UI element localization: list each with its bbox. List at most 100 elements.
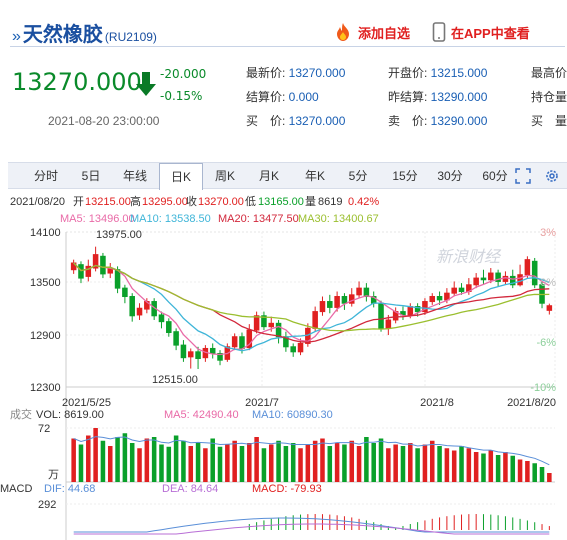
vol-bar	[225, 444, 230, 482]
tab-0[interactable]: 分时	[33, 169, 58, 183]
candle-body	[385, 319, 392, 329]
vol-bar	[539, 467, 545, 482]
vol-bar	[86, 435, 91, 482]
candle-body	[275, 322, 282, 338]
vol-bar	[115, 437, 120, 482]
candle-body	[253, 315, 260, 331]
add-favorite-button[interactable]: 添加自选	[333, 22, 410, 42]
quote-field-label: 买 价:	[246, 114, 286, 128]
last-price: 13270.000	[12, 68, 142, 96]
y-tick-label: 12900	[30, 330, 61, 342]
vol-bar	[232, 440, 237, 482]
candle-body	[85, 265, 92, 277]
vol-bar	[144, 438, 150, 482]
vol-bar	[525, 461, 530, 482]
candle-body	[334, 296, 340, 308]
vol-bar	[129, 443, 135, 482]
candle-body	[327, 301, 333, 308]
candle-body	[136, 307, 143, 316]
pct-tick: -6%	[536, 337, 556, 349]
pct-tick: -10%	[530, 382, 556, 394]
vol-bar	[473, 452, 479, 482]
vol-legend-item: MA5: 42490.40	[164, 409, 239, 421]
candle-body	[363, 287, 370, 298]
macd-legend-item: DEA: 84.64	[162, 483, 218, 495]
macd-legend-item: MACD: -79.93	[252, 483, 322, 495]
vol-bar	[503, 452, 508, 482]
ma-lines	[73, 262, 550, 356]
quote-field: 持仓量	[531, 88, 567, 105]
quote-field: 结算价: 0.000	[246, 88, 319, 105]
vol-bar	[93, 428, 98, 482]
candle-body	[312, 311, 318, 329]
vol-legend-item: VOL: 8619.00	[36, 409, 104, 421]
vol-bar	[137, 448, 142, 482]
candle-body	[495, 272, 501, 282]
vol-bar	[268, 444, 274, 482]
vol-bar	[217, 446, 223, 482]
add-favorite-label: 添加自选	[358, 25, 411, 41]
kline-chart[interactable]: 2021/08/20 开 13215.00 高 13295.00收 13270.00 低 13…	[0, 192, 567, 540]
vol-bar	[151, 437, 157, 482]
quote-field-label: 昨结算:	[388, 90, 428, 104]
vol-bar	[444, 448, 450, 482]
candle-body	[209, 347, 216, 354]
tab-6[interactable]: 年K	[304, 169, 325, 183]
quote-field-label: 最高价	[531, 66, 567, 80]
candle-body	[261, 315, 267, 328]
vol-bar	[239, 446, 245, 482]
macd-panel: MACD DIF: 44.68 DEA: 84.64 MACD: -79.93 292	[0, 483, 555, 535]
header: » 天然橡胶 (RU2109) 添加自选 在APP中查看	[0, 0, 567, 50]
quote-field-label: 持仓量	[531, 90, 567, 104]
candle-body	[158, 314, 165, 323]
macd-axis-label: 292	[38, 499, 56, 511]
candle-body	[166, 321, 172, 334]
vol-bar	[422, 444, 428, 482]
candle-body	[509, 275, 516, 286]
macd-legend-item: MACD	[0, 483, 32, 495]
view-in-app-button[interactable]: 在APP中查看	[432, 22, 530, 42]
quote-field: 昨结算: 13290.000	[388, 88, 487, 105]
vol-bar	[195, 443, 201, 482]
vol-bar	[181, 440, 186, 482]
x-tick-label: 2021/7	[245, 397, 279, 409]
vol-bar	[276, 440, 281, 482]
vol-bar	[349, 440, 355, 482]
tab-9[interactable]: 30分	[437, 169, 463, 183]
vol-bar	[378, 438, 384, 482]
vol-bar	[547, 473, 552, 482]
candle-body	[429, 296, 436, 303]
vol-bar	[107, 446, 113, 482]
tab-7[interactable]: 5分	[348, 169, 368, 183]
tab-2[interactable]: 年线	[122, 169, 147, 183]
tab-3[interactable]: 日K	[159, 163, 203, 190]
y-tick-label: 14100	[30, 227, 61, 239]
candle-body	[92, 254, 99, 269]
tab-1[interactable]: 5日	[81, 169, 101, 183]
vol-bar	[371, 443, 376, 482]
fullscreen-icon[interactable]	[515, 168, 531, 184]
tab-8[interactable]: 15分	[392, 169, 418, 183]
candle-body	[488, 272, 494, 281]
tab-4[interactable]: 周K	[214, 169, 235, 183]
vol-bar	[415, 448, 420, 482]
x-tick-label: 2021/8	[420, 397, 454, 409]
vol-bar	[261, 448, 267, 482]
quote-field-label: 最新价:	[246, 66, 286, 80]
tab-10[interactable]: 60分	[482, 169, 508, 183]
down-arrow-icon	[136, 72, 156, 96]
candle-body	[239, 336, 245, 349]
vol-bar	[393, 444, 398, 482]
candle-body	[173, 331, 179, 346]
vol-bar	[122, 433, 128, 482]
candle-body	[414, 306, 421, 313]
candle-body	[473, 277, 479, 286]
candle-body	[180, 344, 187, 359]
header-divider	[10, 46, 565, 47]
candle-body	[407, 306, 414, 316]
candle-body	[348, 294, 355, 304]
price-change-pct: -0.15%	[160, 89, 203, 103]
candle-body	[341, 296, 348, 304]
tab-5[interactable]: 月K	[258, 169, 279, 183]
settings-gear-icon[interactable]	[544, 168, 560, 184]
